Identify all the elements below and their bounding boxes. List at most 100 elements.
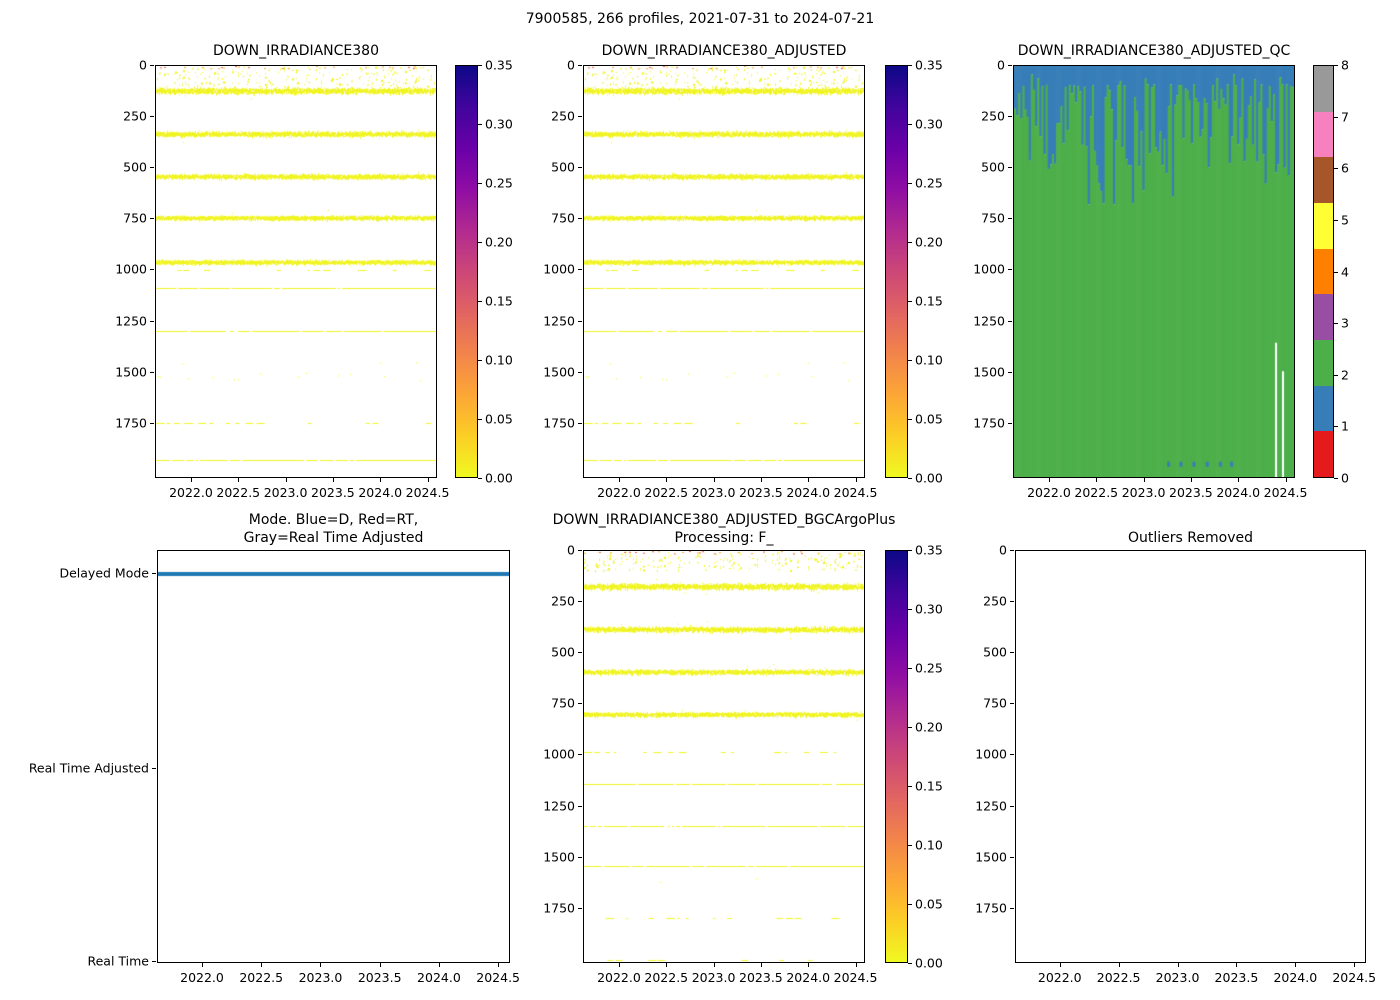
- y-tick-label: Delayed Mode: [59, 565, 149, 581]
- colorbar-tick-mark: [908, 183, 912, 184]
- y-tick-label: 1250: [115, 313, 147, 329]
- panel-title-down-irradiance380: DOWN_IRRADIANCE380: [212, 43, 379, 59]
- colorbar-tick-label: 2: [1341, 367, 1349, 383]
- y-tick-label: 0: [999, 542, 1007, 558]
- y-tick-label: 1000: [115, 261, 147, 277]
- colorbar-tick-mark: [478, 419, 482, 420]
- colorbar-tick-mark: [908, 550, 912, 551]
- y-tick-label: Real Time Adjusted: [28, 760, 149, 776]
- y-tick-label: 1500: [973, 364, 1005, 380]
- x-tick-label: 2023.0: [1121, 485, 1166, 500]
- colorbar-tick-label: 0.05: [915, 411, 943, 427]
- y-tick-label: 250: [551, 108, 575, 124]
- x-tick-mark: [1059, 963, 1061, 967]
- y-tick-mark: [578, 116, 582, 118]
- y-tick-mark: [578, 754, 582, 756]
- colorbar-tick-label: 0.20: [915, 234, 943, 250]
- colorbar-tick-label: 0.10: [485, 352, 513, 368]
- panel-title-down-irradiance380-adjusted-qc: DOWN_IRRADIANCE380_ADJUSTED_QC: [1017, 43, 1291, 59]
- qc-color-block: [1314, 431, 1333, 478]
- x-tick-label: 2024.5: [405, 485, 450, 500]
- colorbar-tick-mark: [478, 301, 482, 302]
- y-tick-mark: [578, 703, 582, 705]
- x-tick-mark: [666, 478, 668, 482]
- y-tick-mark: [1010, 652, 1014, 654]
- colorbar-tick-mark: [908, 845, 912, 846]
- y-tick-mark: [150, 218, 154, 220]
- y-tick-mark: [152, 960, 156, 962]
- x-tick-mark: [1048, 478, 1050, 482]
- colorbar-tick-label: 0.00: [915, 955, 943, 971]
- figure-title: 7900585, 266 profiles, 2021-07-31 to 202…: [525, 11, 875, 27]
- x-tick-label: 2024.5: [476, 970, 521, 985]
- colorbar-tick-label: 1: [1341, 418, 1349, 434]
- colorbar-tick-mark: [1334, 116, 1338, 118]
- x-tick-label: 2022.5: [216, 485, 261, 500]
- x-tick-label: 2024.0: [1216, 485, 1261, 500]
- y-tick-label: 1500: [543, 364, 575, 380]
- x-tick-label: 2024.5: [1332, 970, 1377, 985]
- x-tick-label: 2023.5: [1169, 485, 1213, 500]
- x-tick-mark: [666, 963, 668, 967]
- y-tick-mark: [578, 65, 582, 66]
- colorbar-tick-mark: [478, 242, 482, 243]
- y-tick-mark: [1008, 167, 1012, 169]
- colorbar-tick-mark: [908, 419, 912, 420]
- colorbar-tick-mark: [1334, 65, 1338, 66]
- y-tick-label: 1000: [973, 261, 1005, 277]
- x-tick-label: 2024.0: [358, 485, 403, 500]
- x-tick-mark: [1096, 478, 1098, 482]
- x-tick-mark: [379, 963, 381, 967]
- colorbar-tick-label: 0.15: [915, 778, 943, 794]
- colorbar-tick-mark: [908, 609, 912, 610]
- y-tick-label: 1750: [115, 415, 147, 431]
- y-tick-mark: [578, 601, 582, 603]
- y-tick-mark: [578, 371, 582, 373]
- x-tick-label: 2022.0: [1037, 970, 1082, 985]
- x-tick-label: 2023.5: [357, 970, 402, 985]
- y-tick-mark: [1008, 65, 1012, 66]
- y-tick-label: 1250: [543, 313, 575, 329]
- x-tick-label: 2022.5: [1096, 970, 1141, 985]
- qc-color-block: [1314, 294, 1333, 341]
- colorbar-tick-mark: [908, 727, 912, 728]
- y-tick-mark: [578, 907, 582, 909]
- y-tick-label: 250: [551, 593, 575, 609]
- colorbar-tick-mark: [908, 360, 912, 361]
- y-tick-label: 750: [123, 210, 147, 226]
- plot-outliers-removed: [1015, 550, 1366, 963]
- colorbar-tick-label: 3: [1341, 315, 1349, 331]
- x-tick-mark: [1238, 478, 1240, 482]
- x-tick-label: 2022.0: [169, 485, 213, 500]
- x-tick-label: 2024.0: [786, 485, 831, 500]
- colorbar-tick-mark: [908, 65, 912, 66]
- colorbar-down-irradiance380-adjusted-qc: [1313, 65, 1334, 478]
- qc-color-block: [1314, 203, 1333, 249]
- y-tick-label: 750: [981, 210, 1005, 226]
- colorbar-down-irradiance380-adjusted: [885, 65, 908, 478]
- colorbar-tick-mark: [478, 65, 482, 66]
- colorbar-tick-label: 0.10: [915, 837, 943, 853]
- y-tick-mark: [1010, 703, 1014, 705]
- colorbar-tick-label: 0.05: [915, 896, 943, 912]
- x-tick-mark: [618, 963, 620, 967]
- y-tick-label: 1250: [975, 798, 1007, 814]
- y-tick-label: 1000: [543, 746, 575, 762]
- y-tick-mark: [1010, 856, 1014, 858]
- y-tick-mark: [578, 269, 582, 271]
- x-tick-mark: [1118, 963, 1120, 967]
- x-tick-mark: [1236, 963, 1238, 967]
- x-tick-label: 2022.5: [644, 485, 689, 500]
- colorbar-tick-label: 0.00: [915, 470, 943, 486]
- x-tick-mark: [855, 478, 857, 482]
- x-tick-mark: [498, 963, 500, 967]
- y-tick-mark: [1008, 116, 1012, 118]
- y-tick-mark: [150, 422, 154, 424]
- x-tick-label: 2022.5: [239, 970, 284, 985]
- x-tick-mark: [238, 478, 240, 482]
- down-irradiance380-data-canvas: [156, 66, 436, 477]
- colorbar-tick-label: 0.25: [485, 175, 513, 191]
- panel-title-outliers-removed: Outliers Removed: [1128, 530, 1253, 546]
- colorbar-tick-label: 0.25: [915, 660, 943, 676]
- x-tick-mark: [261, 963, 263, 967]
